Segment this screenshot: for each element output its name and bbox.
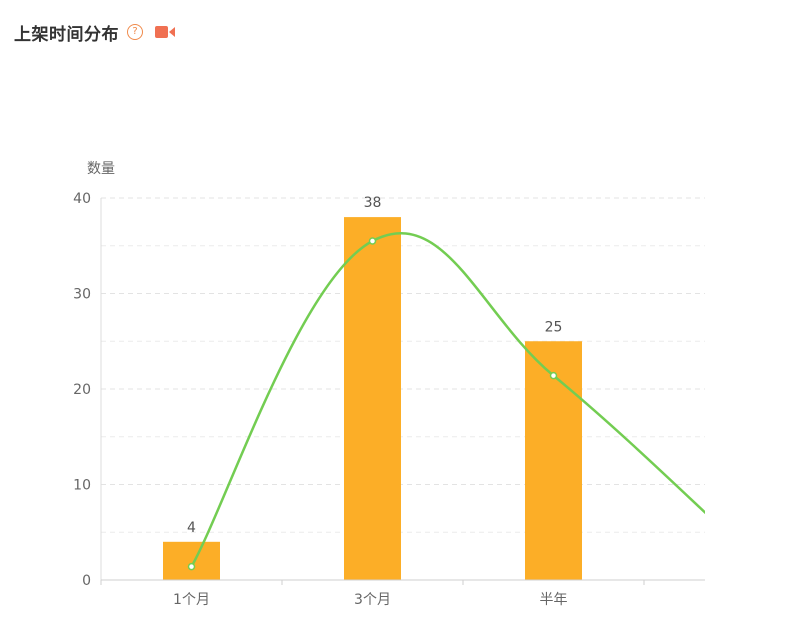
y-tick-label: 0 (82, 573, 91, 589)
x-tick-label: 1个月 (173, 592, 210, 608)
trend-point-3[interactable] (549, 371, 558, 380)
question-circle-icon[interactable]: ? (127, 24, 143, 40)
trend-point-2[interactable] (368, 237, 377, 245)
bar-value-label: 4 (187, 520, 196, 536)
chart-header: 上架时间分布 ? (14, 20, 177, 45)
y-axis-label: 数量 (87, 161, 115, 177)
bar-3[interactable] (525, 341, 582, 580)
bar-1[interactable] (163, 541, 220, 580)
chart-title: 上架时间分布 (14, 24, 119, 45)
x-tick-label: 3个月 (354, 592, 391, 608)
y-tick-label: 10 (73, 478, 91, 494)
y-tick-label: 40 (73, 191, 91, 207)
bar-value-label: 38 (364, 195, 382, 211)
x-tick-label: 半年 (540, 592, 568, 608)
y-tick-label: 20 (73, 382, 91, 398)
bar-value-label: 25 (545, 319, 563, 335)
bar-2[interactable] (344, 217, 401, 580)
trend-line[interactable] (190, 232, 735, 568)
trend-point-1[interactable] (187, 562, 196, 571)
y-tick-label: 30 (73, 287, 91, 303)
video-camera-icon[interactable] (155, 25, 177, 39)
